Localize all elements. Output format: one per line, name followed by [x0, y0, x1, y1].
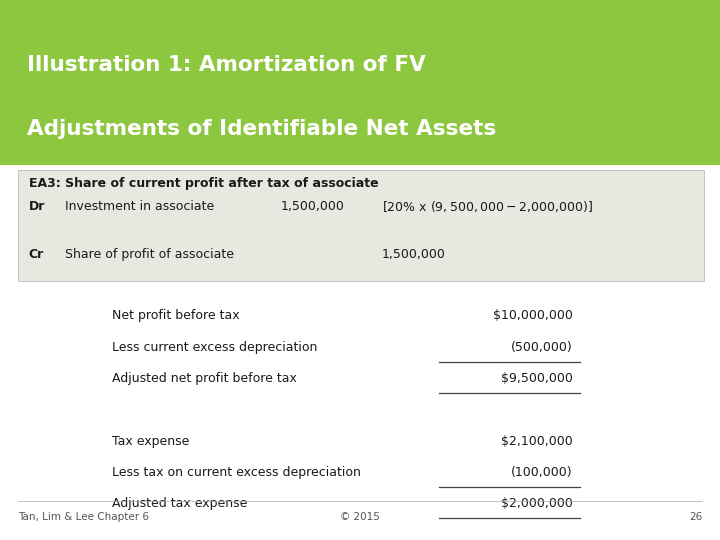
Text: Dr: Dr	[29, 200, 45, 213]
Text: 1,500,000: 1,500,000	[382, 248, 446, 261]
Text: Tax expense: Tax expense	[112, 435, 189, 448]
Text: Investment in associate: Investment in associate	[65, 200, 214, 213]
Text: © 2015: © 2015	[340, 512, 380, 522]
Text: $9,500,000: $9,500,000	[500, 372, 572, 385]
Text: $10,000,000: $10,000,000	[492, 309, 572, 322]
Text: Adjusted net profit before tax: Adjusted net profit before tax	[112, 372, 297, 385]
Text: (100,000): (100,000)	[510, 466, 572, 479]
Text: 26: 26	[689, 512, 702, 522]
Text: Tan, Lim & Lee Chapter 6: Tan, Lim & Lee Chapter 6	[18, 512, 149, 522]
Text: EA3: Share of current profit after tax of associate: EA3: Share of current profit after tax o…	[29, 177, 379, 190]
Text: Less current excess depreciation: Less current excess depreciation	[112, 341, 317, 354]
Text: Cr: Cr	[29, 248, 44, 261]
Text: $2,000,000: $2,000,000	[500, 497, 572, 510]
Text: Share of profit of associate: Share of profit of associate	[65, 248, 234, 261]
FancyBboxPatch shape	[18, 170, 704, 281]
Text: (500,000): (500,000)	[510, 341, 572, 354]
Text: Adjusted tax expense: Adjusted tax expense	[112, 497, 247, 510]
Text: Illustration 1: Amortization of FV: Illustration 1: Amortization of FV	[27, 55, 426, 75]
Text: Less tax on current excess depreciation: Less tax on current excess depreciation	[112, 466, 361, 479]
Text: $2,100,000: $2,100,000	[500, 435, 572, 448]
Text: Adjustments of Identifiable Net Assets: Adjustments of Identifiable Net Assets	[27, 118, 497, 139]
Text: Net profit before tax: Net profit before tax	[112, 309, 239, 322]
Text: 1,500,000: 1,500,000	[281, 200, 345, 213]
FancyBboxPatch shape	[0, 0, 720, 165]
Text: [20% x ($9,500,000-$2,000,000)]: [20% x ($9,500,000-$2,000,000)]	[382, 199, 593, 214]
